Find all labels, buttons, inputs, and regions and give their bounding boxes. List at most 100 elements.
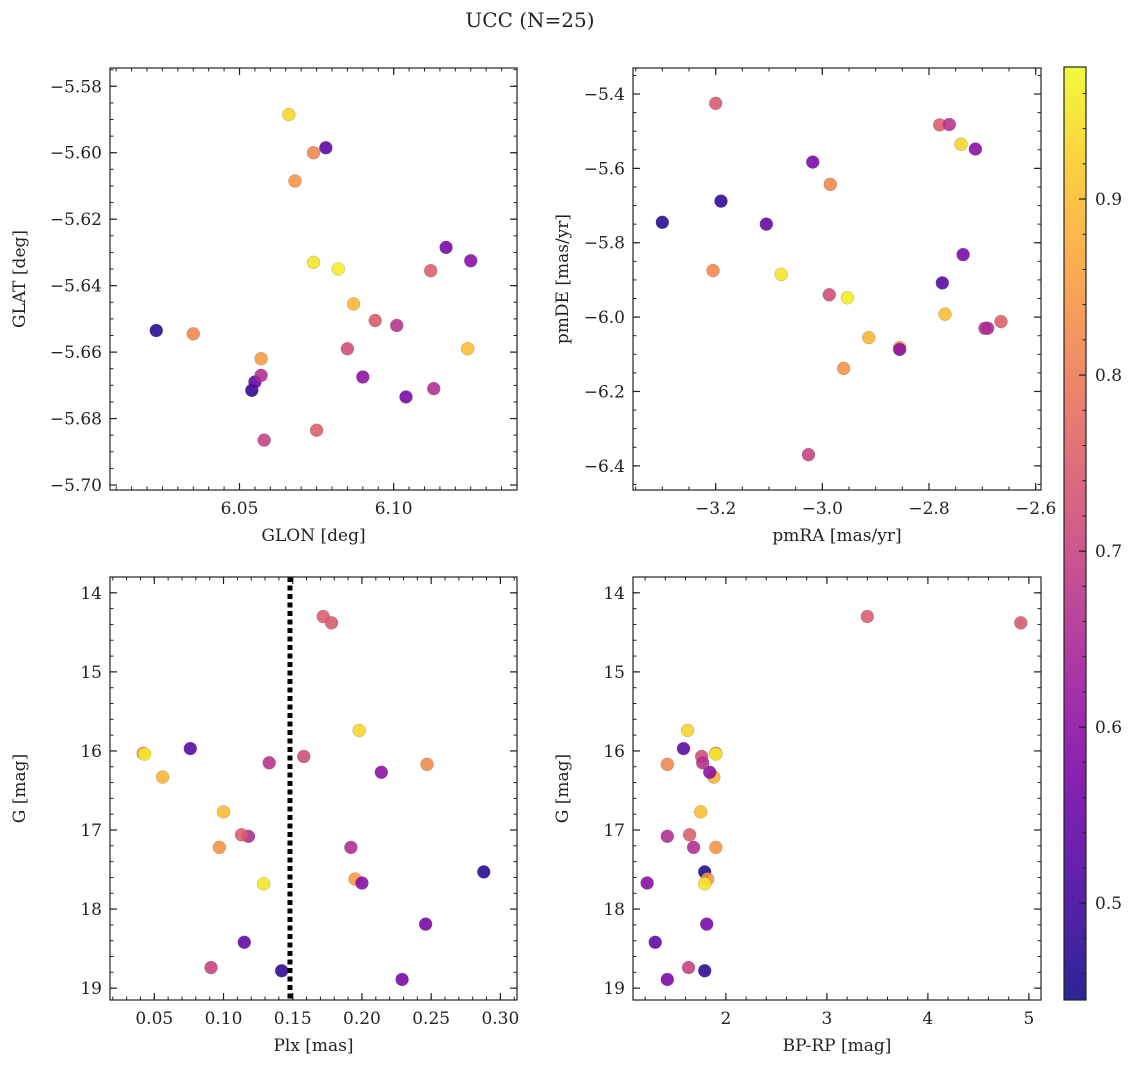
data-point: [938, 307, 952, 321]
data-point: [836, 361, 851, 376]
data-point: [137, 747, 152, 761]
y-tick-label: −5.64: [50, 277, 102, 297]
panel-glon-glat: 6.05 6.10 −5.70 −5.68 −5.66 −5.64 −5.62 −5.60 −5…: [10, 67, 518, 546]
data-point: [356, 370, 370, 384]
y-tick-label: −5.58: [50, 77, 102, 97]
figure-title: UCC (N=25): [465, 8, 594, 32]
x-tick-label: 3: [821, 1009, 832, 1029]
data-point: [840, 291, 855, 305]
data-point: [344, 840, 358, 855]
data-point: [693, 805, 708, 819]
data-point: [801, 447, 816, 462]
y-tick-label: −5.62: [50, 210, 102, 230]
data-point: [956, 247, 970, 262]
x-tick-label: 0.20: [343, 1009, 381, 1029]
major-ticks: [633, 68, 1041, 490]
data-point: [399, 390, 413, 404]
data-point: [262, 756, 276, 770]
data-points: [149, 107, 478, 447]
data-point: [862, 330, 876, 345]
data-point: [698, 964, 712, 978]
data-point: [149, 323, 163, 338]
data-point: [331, 262, 345, 276]
data-point: [439, 240, 453, 255]
x-axis-label: pmRA [mas/yr]: [772, 526, 901, 546]
colorbar-tick-label: 0.8: [1095, 366, 1122, 386]
data-point: [237, 935, 251, 949]
x-tick-label: 6.05: [221, 499, 259, 519]
data-points: [655, 96, 1008, 462]
x-tick-label: 0.25: [412, 1009, 450, 1029]
data-point: [640, 876, 654, 890]
y-tick-label: −5.60: [50, 144, 102, 164]
data-point: [708, 96, 723, 111]
data-point: [355, 876, 369, 890]
data-point: [660, 972, 675, 987]
minor-ticks: [633, 68, 1041, 490]
data-point: [709, 747, 723, 761]
data-point: [892, 342, 907, 357]
data-point: [759, 217, 774, 231]
panel-frame: [632, 67, 1042, 491]
data-point: [340, 342, 355, 356]
data-point: [806, 155, 820, 169]
data-point: [204, 960, 218, 975]
data-points: [136, 609, 491, 987]
data-point: [427, 381, 441, 396]
panel-frame: [109, 576, 518, 1001]
data-point: [464, 254, 478, 268]
data-point: [390, 318, 404, 333]
data-point: [254, 352, 268, 366]
x-tick-label: −2.8: [908, 499, 949, 519]
y-tick-label: 14: [603, 584, 625, 604]
data-point: [860, 609, 874, 624]
data-point: [216, 805, 231, 819]
data-point: [257, 433, 271, 447]
data-point: [709, 840, 723, 855]
data-point: [288, 174, 302, 188]
x-tick-label: 0.30: [481, 1009, 519, 1029]
data-point: [256, 877, 271, 891]
data-point: [420, 757, 434, 772]
data-point: [395, 972, 409, 987]
y-tick-label: 17: [603, 821, 625, 841]
data-point: [368, 313, 382, 328]
data-point: [186, 327, 200, 341]
data-point: [676, 741, 691, 756]
y-tick-label: −6.4: [584, 457, 625, 477]
data-point: [655, 215, 670, 229]
panel-plx-g: 0.05 0.10 0.15 0.20 0.25 0.30 14 15 16 17 18 19 Plx …: [10, 576, 519, 1056]
x-tick-label: 6.10: [375, 499, 413, 519]
data-point: [319, 141, 333, 155]
major-ticks: [110, 577, 517, 1000]
major-ticks: [633, 577, 1041, 1000]
panel-pmra-pmde: −3.2 −3.0 −2.8 −2.6 −6.4 −6.2 −6.0 −5.8 −5.6 −5.4…: [553, 67, 1056, 546]
data-point: [774, 267, 788, 282]
colorbar-frame: [1063, 66, 1087, 1001]
colorbar-tick-label: 0.9: [1095, 190, 1122, 210]
x-tick-label: −3.2: [695, 499, 736, 519]
data-point: [282, 107, 296, 122]
data-point: [374, 765, 389, 779]
data-point: [942, 117, 956, 132]
data-point: [700, 917, 714, 931]
data-point: [297, 749, 311, 764]
colorbar-tick-label: 0.5: [1095, 894, 1122, 914]
data-point: [681, 960, 696, 975]
y-axis-label: G [mag]: [553, 754, 573, 823]
data-point: [1014, 616, 1028, 630]
y-tick-label: 17: [80, 821, 102, 841]
y-axis-label: G [mag]: [10, 754, 30, 823]
panel-frame: [632, 576, 1042, 1001]
y-tick-label: 16: [80, 742, 102, 762]
data-point: [822, 288, 836, 302]
y-tick-label: −5.66: [50, 343, 102, 363]
x-tick-label: 0.15: [274, 1009, 312, 1029]
colorbar-tick-label: 0.7: [1095, 542, 1122, 562]
data-point: [823, 177, 838, 192]
y-tick-label: 14: [80, 584, 102, 604]
x-tick-label: −3.0: [802, 499, 843, 519]
y-tick-label: −5.70: [50, 476, 102, 496]
y-axis-label: pmDE [mas/yr]: [553, 214, 573, 344]
data-point: [994, 314, 1008, 329]
